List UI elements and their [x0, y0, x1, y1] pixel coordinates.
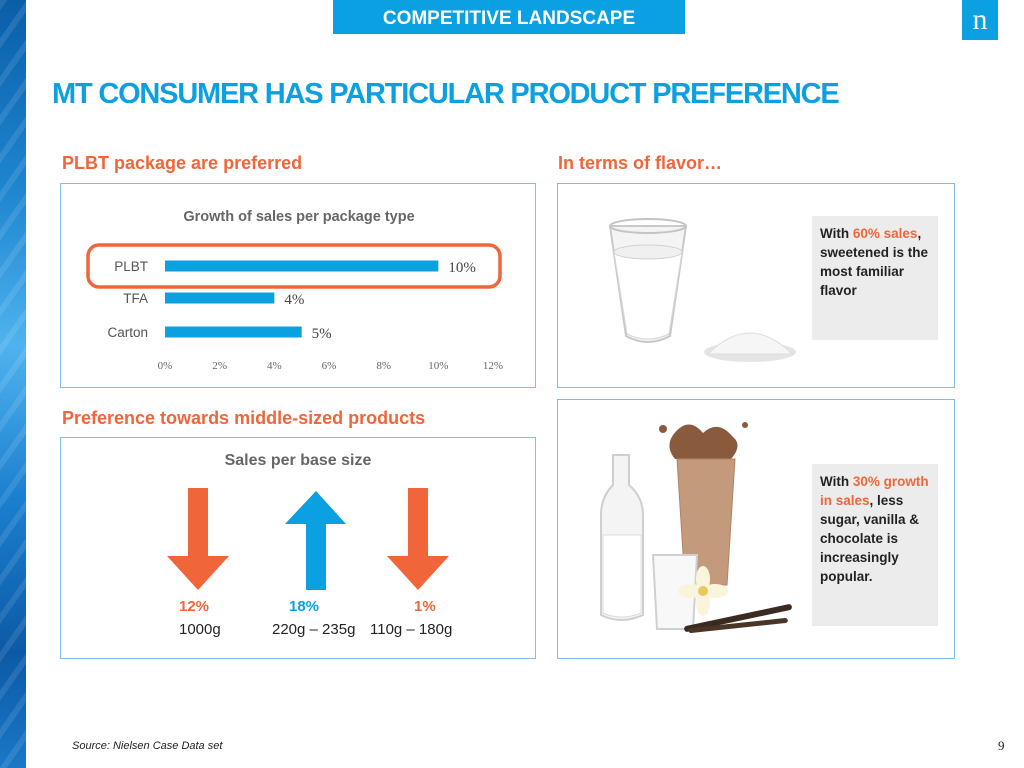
chart-title: Growth of sales per package type [183, 209, 414, 225]
page-title: MT CONSUMER HAS PARTICULAR PRODUCT PREFE… [52, 78, 840, 110]
category-label: Carton [107, 325, 148, 340]
source-note: Source: Nielsen Case Data set [72, 740, 223, 752]
bar-plbt [165, 260, 439, 272]
callout-text: With [820, 226, 853, 241]
arrow-down-1000g [167, 488, 229, 590]
x-tick-label: 6% [322, 360, 337, 372]
callout-highlight: 30% growth in sales [820, 474, 929, 508]
callout-text: , sweetened is the most familiar flavor [820, 226, 929, 298]
x-tick-label: 4% [267, 360, 282, 372]
highlight-frame [86, 243, 502, 289]
chocolate-milk-image [600, 422, 792, 633]
package-subhead: PLBT package are preferred [62, 153, 303, 173]
x-tick-label: 10% [428, 360, 448, 372]
data-label: 5% [312, 326, 332, 342]
x-tick-label: 0% [158, 360, 173, 372]
package-bar-chart: Growth of sales per package type PLBT 10% T… [86, 209, 503, 372]
data-label: 10% [448, 260, 476, 276]
x-tick-label: 2% [212, 360, 227, 372]
flavor-subhead: In terms of flavor… [558, 153, 723, 173]
arrow-up-220g [285, 491, 346, 590]
callout-text: , less sugar, vanilla & chocolate is inc… [820, 493, 920, 584]
data-label: 4% [284, 292, 304, 308]
package-chart-panel: Growth of sales per package type PLBT 10% T… [60, 183, 536, 388]
callout-highlight: 60% sales [852, 226, 918, 241]
size-label-1000g: 1000g [179, 621, 221, 638]
size-value-110g: 1% [414, 598, 436, 615]
size-value-220g: 18% [289, 598, 320, 615]
size-chart-title: Sales per base size [224, 452, 372, 469]
bar-tfa [165, 292, 275, 304]
section-banner: COMPETITIVE LANDSCAPE [333, 0, 685, 34]
size-chart-panel: Sales per base size 12% 18% 1% 1000g 220… [60, 437, 536, 659]
arrow-down-110g [387, 488, 449, 590]
sweetened-callout: With 60% sales, sweetened is the most fa… [812, 216, 938, 340]
chocolate-callout: With 30% growth in sales, less sugar, va… [812, 464, 938, 626]
nielsen-logo: n [962, 0, 998, 40]
size-arrows [167, 488, 449, 590]
category-label: TFA [123, 291, 148, 306]
page-number: 9 [998, 738, 1005, 753]
size-value-1000g: 12% [179, 598, 210, 615]
copyright-notice: Copyright © 2017 The Nielsen Company. Co… [45, 520, 55, 735]
decorative-sidebar [0, 0, 26, 768]
bar-carton [165, 326, 302, 338]
size-subhead: Preference towards middle-sized products [62, 408, 426, 428]
callout-text: With [820, 474, 853, 489]
x-tick-label: 12% [483, 360, 503, 372]
size-label-110g: 110g – 180g [370, 621, 453, 638]
flavor-panel: With 60% sales, sweetened is the most fa… [557, 183, 955, 388]
chocolate-panel: With 30% growth in sales, less sugar, va… [557, 399, 955, 659]
milk-glass-image [608, 218, 796, 362]
size-label-220g: 220g – 235g [272, 621, 356, 638]
category-label: PLBT [114, 259, 148, 274]
x-tick-label: 8% [376, 360, 391, 372]
